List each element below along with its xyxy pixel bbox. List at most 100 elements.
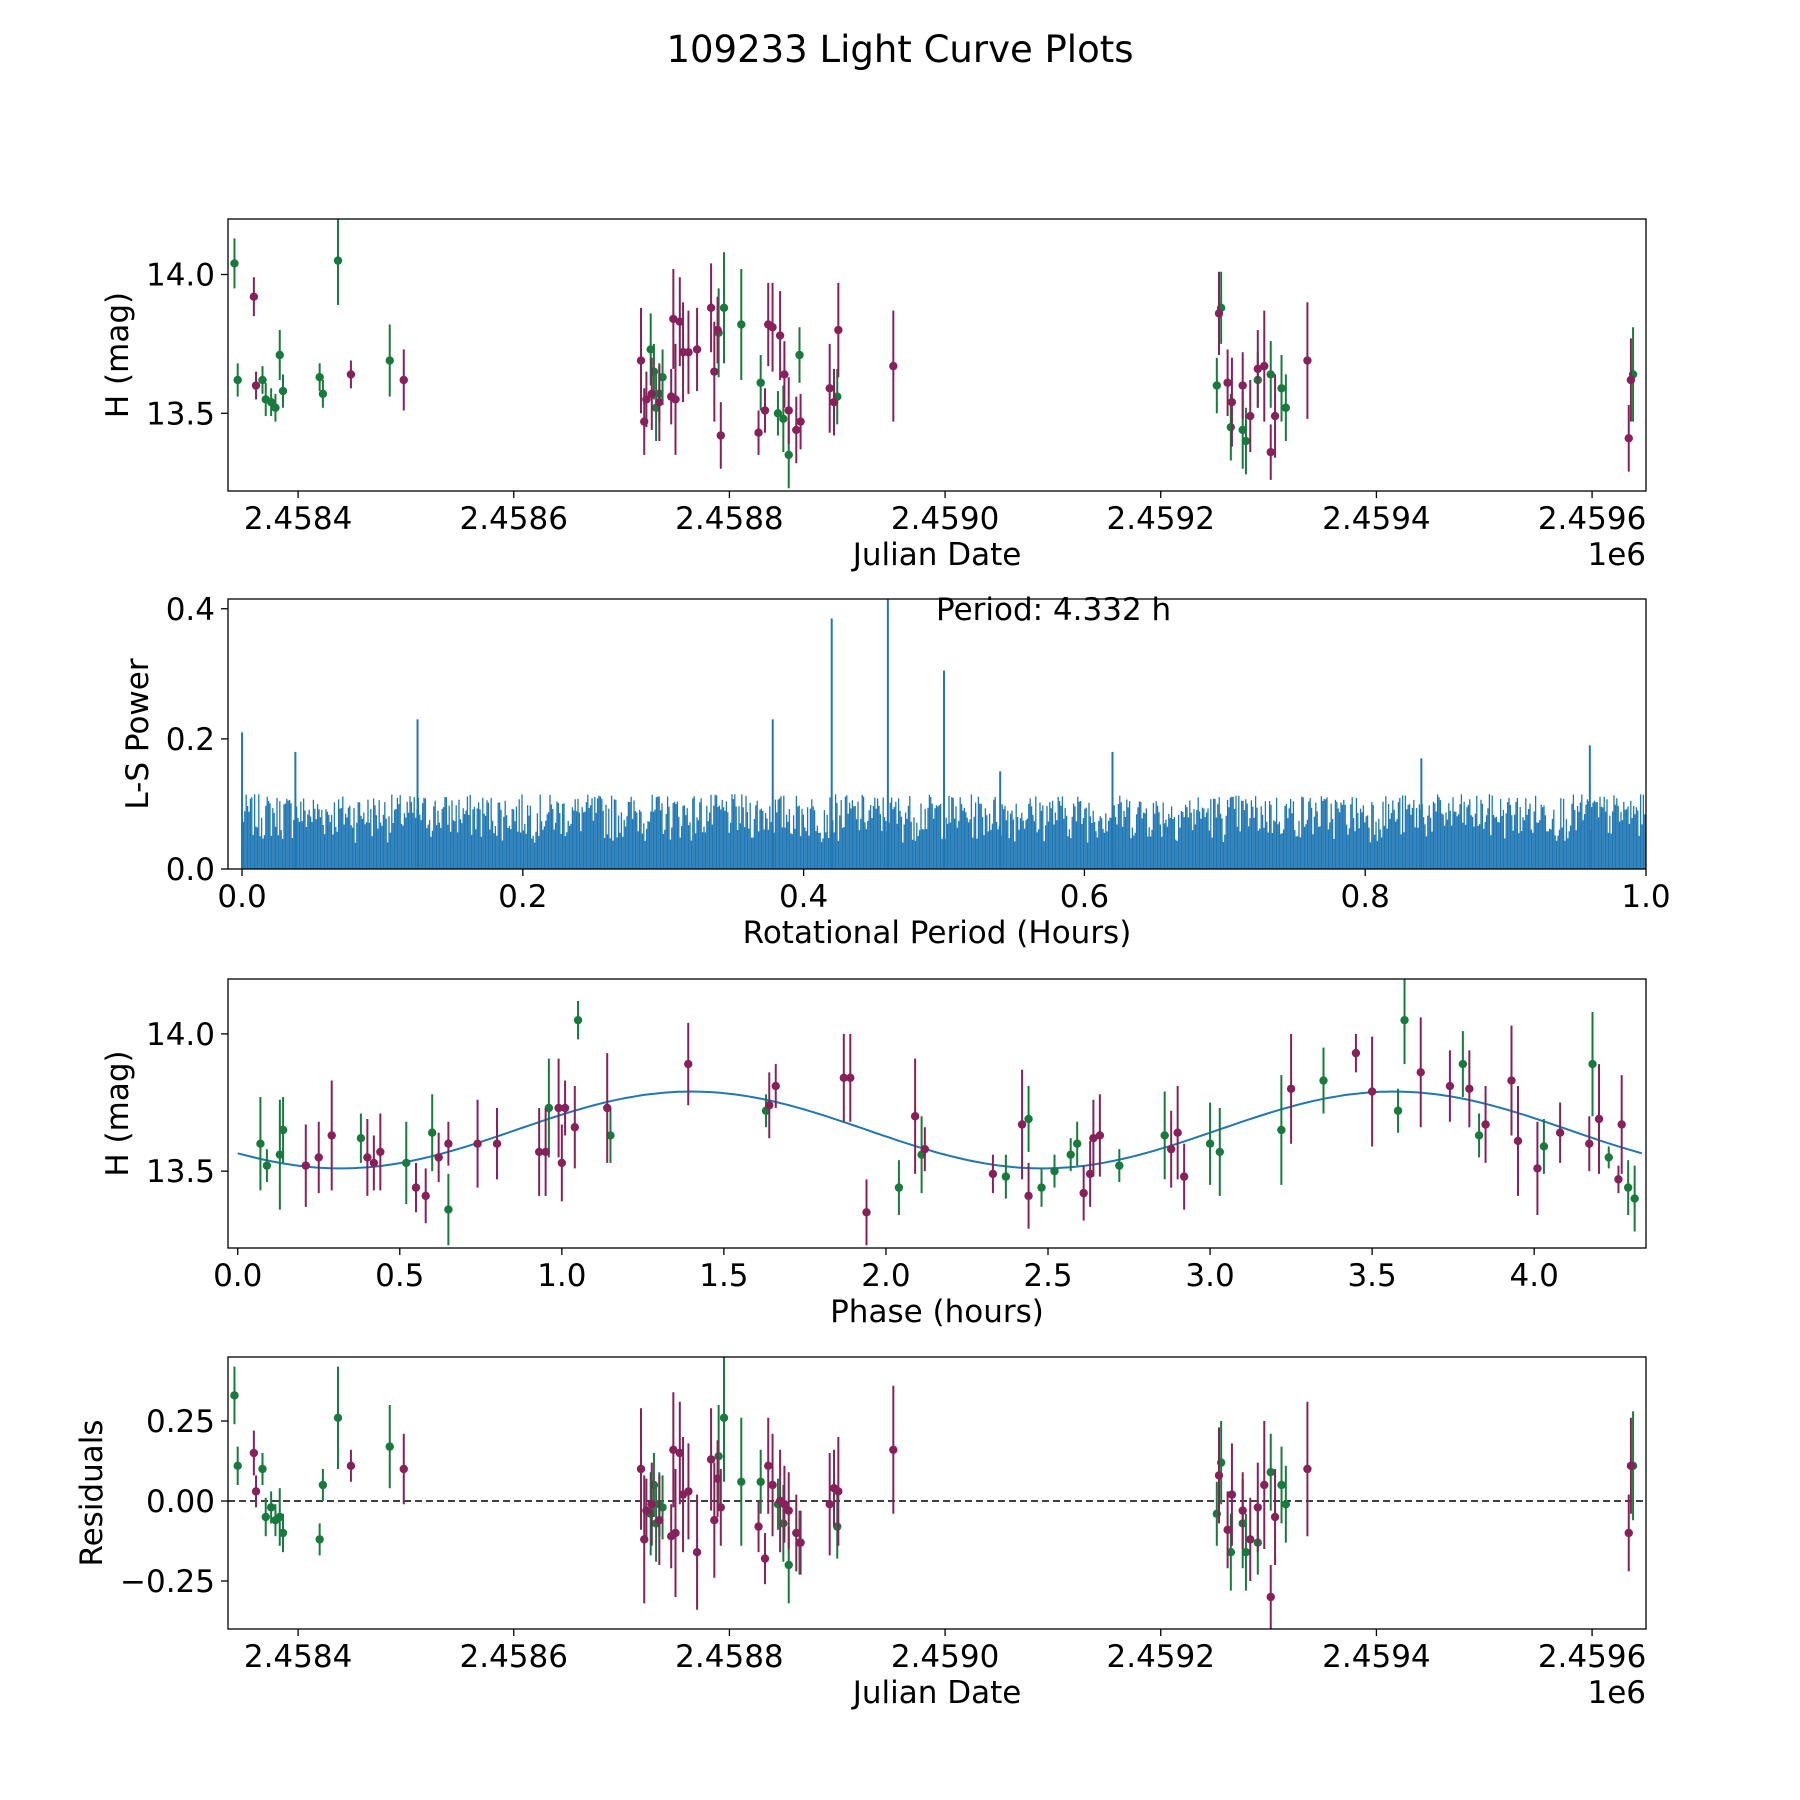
data-point-maroon: [792, 425, 801, 435]
data-point-maroon: [1095, 1131, 1105, 1140]
data-point-green: [1072, 1139, 1082, 1148]
data-point-green: [894, 1183, 904, 1192]
data-point-green: [773, 409, 783, 418]
data-point-maroon: [1303, 356, 1312, 365]
y-axis-label: H (mag): [100, 1050, 136, 1176]
x-tick-label: 2.4590: [891, 1639, 999, 1675]
x-tick-label: 2.4592: [1107, 501, 1215, 537]
data-point-green: [1266, 1468, 1275, 1477]
x-tick-label: 2.5: [1023, 1258, 1072, 1294]
panel-p4: 2.4584 2.4586 2.4588 2.4590 2.4592 2.4594 2.45…: [74, 1356, 1647, 1711]
figure-title: 109233 Light Curve Plots: [666, 28, 1134, 71]
x-offset-label: 1e6: [1587, 537, 1646, 573]
data-point-green: [402, 1158, 411, 1168]
data-point-maroon: [1624, 434, 1633, 443]
x-tick-label: 0.4: [779, 879, 828, 915]
data-point-maroon: [764, 1461, 773, 1471]
data-point-maroon: [684, 348, 693, 357]
data-point-green: [1588, 1059, 1597, 1069]
data-point-maroon: [1260, 1480, 1269, 1490]
x-tick-label: 3.5: [1347, 1258, 1396, 1294]
data-point-maroon: [1270, 411, 1280, 421]
data-point-maroon: [1507, 1076, 1516, 1085]
data-point-green: [444, 1205, 453, 1214]
data-point-maroon: [1626, 1461, 1636, 1471]
data-point-maroon: [834, 325, 843, 335]
data-point-maroon: [1085, 1169, 1095, 1179]
data-point-maroon: [647, 389, 656, 399]
data-point-green: [544, 1103, 554, 1113]
data-point-maroon: [775, 331, 785, 340]
panel-p2: Period: 4.332 h 0.0 0.2 0.4 0.6 0.8 1.0 0.0 0.2 0…: [120, 592, 1671, 951]
data-point-green: [233, 375, 242, 385]
data-point-green: [315, 1535, 324, 1544]
data-point-maroon: [1214, 1471, 1224, 1480]
data-point-maroon: [399, 1464, 408, 1474]
data-point-maroon: [684, 1059, 693, 1069]
data-point-green: [1266, 370, 1275, 379]
data-point-maroon: [771, 1081, 780, 1091]
axes-frame: [227, 598, 1647, 870]
data-point-maroon: [411, 1183, 421, 1192]
data-point-maroon: [1270, 1512, 1280, 1522]
data-point-green: [1539, 1142, 1549, 1151]
x-tick-label: 0.2: [498, 879, 547, 915]
data-point-maroon: [765, 1101, 774, 1110]
x-tick-label: 2.0: [861, 1258, 910, 1294]
y-tick-label: 0.0: [166, 852, 215, 888]
x-tick-label: 2.4584: [244, 1639, 352, 1675]
data-point-green: [1212, 381, 1222, 390]
data-point-maroon: [675, 317, 685, 326]
data-point-green: [1238, 425, 1247, 435]
data-point-green: [233, 1461, 242, 1471]
data-point-maroon: [1079, 1188, 1088, 1198]
data-point-green: [275, 1512, 284, 1522]
data-point-maroon: [1585, 1139, 1594, 1148]
data-point-green: [385, 356, 394, 365]
data-point-green: [1001, 1172, 1011, 1181]
model-curve: [237, 1090, 1643, 1170]
data-point-maroon: [710, 367, 719, 376]
data-point-green: [1281, 1500, 1291, 1509]
data-point-maroon: [706, 303, 716, 313]
data-point-green: [258, 1464, 267, 1474]
data-point-maroon: [1253, 364, 1263, 374]
data-point-maroon: [684, 1487, 693, 1496]
data-point-green: [385, 1442, 394, 1451]
x-tick-label: 0.0: [217, 879, 266, 915]
data-point-green: [1037, 1183, 1046, 1192]
data-point-green: [318, 1480, 328, 1490]
data-point-maroon: [346, 1461, 356, 1471]
data-point-maroon: [554, 1103, 563, 1113]
data-point-maroon: [369, 1158, 379, 1168]
x-tick-label: 2.4588: [675, 501, 783, 537]
data-point-maroon: [716, 1503, 725, 1512]
data-point-green: [1115, 1161, 1124, 1170]
data-point-maroon: [1555, 1128, 1565, 1137]
data-point-maroon: [655, 397, 664, 407]
data-point-maroon: [636, 356, 646, 365]
x-tick-label: 2.4590: [891, 501, 999, 537]
data-point-green: [756, 1477, 765, 1487]
data-point-maroon: [1089, 1134, 1098, 1143]
data-point-maroon: [1227, 397, 1237, 407]
data-point-maroon: [920, 1144, 930, 1154]
data-point-green: [1281, 403, 1291, 412]
data-point-maroon: [434, 1153, 443, 1162]
data-point-green: [262, 1161, 272, 1170]
data-point-green: [275, 1150, 285, 1159]
panel-p1: 2.4584 2.4586 2.4588 2.4590 2.4592 2.4594 2.45…: [100, 218, 1647, 573]
data-point-maroon: [327, 1131, 336, 1140]
plot-area: [228, 1357, 1646, 1629]
y-axis-label: L-S Power: [120, 658, 156, 809]
data-point-maroon: [1351, 1048, 1361, 1058]
y-tick-label: −0.25: [120, 1564, 215, 1600]
data-point-green: [261, 1512, 270, 1522]
x-tick-label: 2.4592: [1107, 1639, 1215, 1675]
x-tick-label: 2.4594: [1322, 501, 1430, 537]
data-point-maroon: [796, 417, 805, 426]
data-point-green: [1241, 436, 1251, 446]
data-point-maroon: [1513, 1136, 1523, 1146]
x-tick-label: 2.4584: [244, 501, 352, 537]
data-point-maroon: [792, 1528, 801, 1538]
